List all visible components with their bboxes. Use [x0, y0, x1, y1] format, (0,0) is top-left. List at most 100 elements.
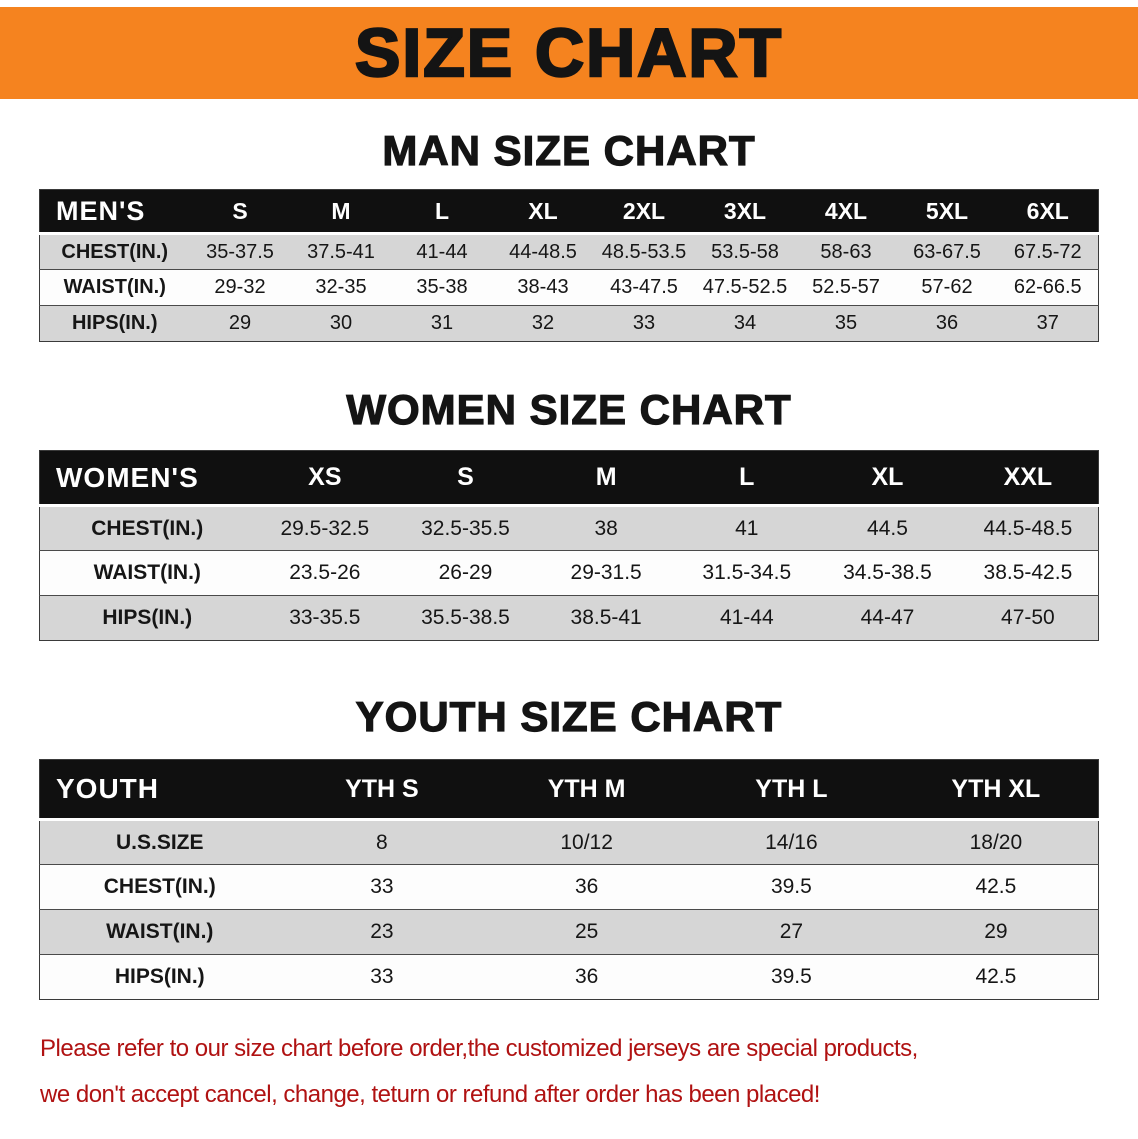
value-cell: 29-31.5 — [535, 550, 677, 596]
table-row: WAIST(IN.) 29-32 32-35 35-38 38-43 43-47.5 47.… — [39, 269, 1099, 306]
value-cell: 26-29 — [395, 550, 536, 596]
value-cell: 52.5-57 — [795, 269, 897, 306]
value-cell: 29 — [893, 909, 1099, 955]
banner: SIZE CHART — [0, 7, 1138, 99]
value-cell: 35-37.5 — [189, 233, 291, 270]
measure-label-cell: WAIST(IN.) — [39, 909, 280, 955]
value-cell: 29 — [189, 305, 291, 342]
value-cell: 37.5-41 — [290, 233, 392, 270]
table-header-row: YOUTH YTH S YTH M YTH L YTH XL — [39, 759, 1099, 821]
size-header-cell: S — [189, 189, 291, 235]
table-row: U.S.SIZE 8 10/12 14/16 18/20 — [39, 819, 1099, 865]
measure-label-cell: WAIST(IN.) — [39, 550, 255, 596]
value-cell: 36 — [896, 305, 998, 342]
value-cell: 35-38 — [391, 269, 493, 306]
measure-label-cell: U.S.SIZE — [39, 819, 280, 865]
measure-label-cell: WAIST(IN.) — [39, 269, 190, 306]
youth-size-heading: YOUTH SIZE CHART — [355, 692, 783, 740]
value-cell: 48.5-53.5 — [593, 233, 695, 270]
men-size-table: MEN'S S M L XL 2XL 3XL 4XL 5XL 6XL CHEST(IN.) 35-37… — [39, 189, 1099, 342]
value-cell: 38.5-41 — [535, 595, 677, 641]
value-cell: 33 — [279, 864, 485, 910]
section-men: MAN SIZE CHART MEN'S S M L XL 2XL 3XL 4XL 5XL 6XL… — [0, 126, 1138, 342]
size-header-cell: 2XL — [593, 189, 695, 235]
value-cell: 30 — [290, 305, 392, 342]
men-size-heading: MAN SIZE CHART — [382, 126, 756, 174]
value-cell: 63-67.5 — [896, 233, 998, 270]
women-size-table: WOMEN'S XS S M L XL XXL CHEST(IN.) 29.5-32.5 32.5… — [39, 450, 1099, 641]
value-cell: 25 — [484, 909, 689, 955]
value-cell: 34.5-38.5 — [817, 550, 958, 596]
value-cell: 38 — [535, 505, 677, 551]
value-cell: 29.5-32.5 — [254, 505, 396, 551]
size-header-cell: M — [535, 450, 677, 507]
size-header-cell: XS — [254, 450, 396, 507]
value-cell: 67.5-72 — [997, 233, 1099, 270]
value-cell: 32-35 — [290, 269, 392, 306]
value-cell: 42.5 — [893, 864, 1099, 910]
value-cell: 31 — [391, 305, 493, 342]
size-chart-page: SIZE CHART MAN SIZE CHART MEN'S S M L XL 2XL 3… — [0, 7, 1138, 1139]
value-cell: 39.5 — [689, 954, 894, 1000]
value-cell: 41-44 — [676, 595, 818, 641]
size-header-cell: YTH L — [689, 759, 894, 821]
table-row: WAIST(IN.) 23 25 27 29 — [39, 909, 1099, 955]
value-cell: 62-66.5 — [997, 269, 1099, 306]
value-cell: 18/20 — [893, 819, 1099, 865]
footer-notice: Please refer to our size chart before or… — [40, 1026, 1120, 1118]
value-cell: 42.5 — [893, 954, 1099, 1000]
measure-label-cell: CHEST(IN.) — [39, 864, 280, 910]
value-cell: 33-35.5 — [254, 595, 396, 641]
value-cell: 34 — [694, 305, 796, 342]
value-cell: 32.5-35.5 — [395, 505, 536, 551]
table-row: HIPS(IN.) 33-35.5 35.5-38.5 38.5-41 41-44 44-… — [39, 595, 1099, 641]
value-cell: 29-32 — [189, 269, 291, 306]
notice-line-1: Please refer to our size chart before or… — [40, 1035, 918, 1062]
measure-label-cell: HIPS(IN.) — [39, 595, 255, 641]
value-cell: 8 — [279, 819, 485, 865]
size-header-cell: YTH M — [484, 759, 689, 821]
section-youth: YOUTH SIZE CHART YOUTH YTH S YTH M YTH L YTH… — [0, 692, 1138, 1000]
value-cell: 33 — [593, 305, 695, 342]
value-cell: 14/16 — [689, 819, 894, 865]
value-cell: 58-63 — [795, 233, 897, 270]
value-cell: 35 — [795, 305, 897, 342]
table-row: CHEST(IN.) 29.5-32.5 32.5-35.5 38 41 44.5 44.5… — [39, 505, 1099, 551]
size-header-cell: 3XL — [694, 189, 796, 235]
size-header-cell: S — [395, 450, 536, 507]
table-row: CHEST(IN.) 33 36 39.5 42.5 — [39, 864, 1099, 910]
size-header-cell: XL — [492, 189, 594, 235]
notice-line-2: we don't accept cancel, change, teturn o… — [40, 1081, 820, 1108]
size-header-cell: YTH S — [279, 759, 485, 821]
value-cell: 47-50 — [957, 595, 1099, 641]
table-row: HIPS(IN.) 29 30 31 32 33 34 35 36 37 — [39, 305, 1099, 342]
value-cell: 37 — [997, 305, 1099, 342]
value-cell: 38-43 — [492, 269, 594, 306]
value-cell: 43-47.5 — [593, 269, 695, 306]
size-header-cell: 5XL — [896, 189, 998, 235]
value-cell: 31.5-34.5 — [676, 550, 818, 596]
value-cell: 44-48.5 — [492, 233, 594, 270]
value-cell: 38.5-42.5 — [957, 550, 1099, 596]
value-cell: 57-62 — [896, 269, 998, 306]
measure-label-cell: HIPS(IN.) — [39, 954, 280, 1000]
table-row: CHEST(IN.) 35-37.5 37.5-41 41-44 44-48.5 48.5… — [39, 233, 1099, 270]
value-cell: 33 — [279, 954, 485, 1000]
banner-title: SIZE CHART — [354, 15, 783, 91]
value-cell: 53.5-58 — [694, 233, 796, 270]
table-title-cell: MEN'S — [39, 189, 190, 235]
value-cell: 35.5-38.5 — [395, 595, 536, 641]
youth-size-table: YOUTH YTH S YTH M YTH L YTH XL U.S.SIZE 8 10/12… — [39, 759, 1099, 1000]
value-cell: 23.5-26 — [254, 550, 396, 596]
size-header-cell: M — [290, 189, 392, 235]
size-header-cell: XXL — [957, 450, 1099, 507]
value-cell: 41 — [676, 505, 818, 551]
table-header-row: WOMEN'S XS S M L XL XXL — [39, 450, 1099, 507]
value-cell: 47.5-52.5 — [694, 269, 796, 306]
value-cell: 36 — [484, 954, 689, 1000]
value-cell: 27 — [689, 909, 894, 955]
women-size-heading: WOMEN SIZE CHART — [346, 385, 792, 433]
size-header-cell: L — [676, 450, 818, 507]
value-cell: 41-44 — [391, 233, 493, 270]
value-cell: 36 — [484, 864, 689, 910]
